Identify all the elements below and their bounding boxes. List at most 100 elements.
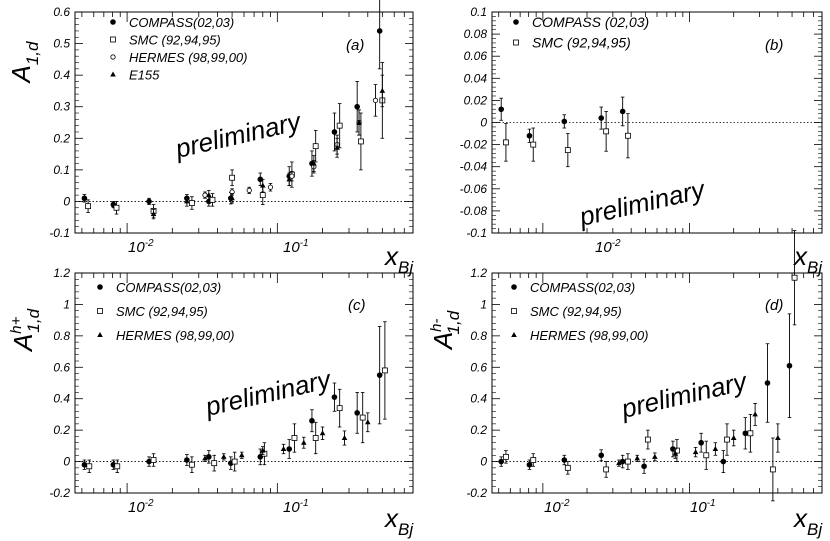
data-point: [598, 452, 605, 459]
data-point: [259, 192, 266, 199]
x-tick-base: 10: [128, 239, 145, 256]
y-tick-label: 0.2: [53, 131, 70, 145]
data-point: [184, 198, 190, 204]
data-point: [189, 200, 195, 206]
y-axis-label-main: A: [428, 332, 458, 351]
data-point: [206, 454, 212, 460]
data-point: [280, 446, 287, 451]
preliminary-watermark: preliminary: [172, 106, 306, 165]
data-point: [184, 457, 190, 463]
preliminary-watermark: preliminary: [618, 366, 752, 425]
y-tick-label: 0.8: [53, 329, 70, 343]
data-point: [376, 28, 383, 34]
data-point: [229, 195, 235, 201]
x-axis-label-main: x: [792, 241, 808, 271]
panel-label: (c): [348, 297, 366, 314]
data-point: [211, 460, 218, 467]
y-tick-label: 0: [63, 455, 70, 469]
legend-marker: [110, 19, 116, 25]
preliminary-watermark: preliminary: [202, 364, 336, 423]
y-tick-label: 0.3: [53, 100, 70, 114]
y-axis-label-sub: 1,d: [23, 41, 42, 65]
data-point: [231, 458, 238, 465]
legend-marker: [110, 71, 116, 77]
y-tick-label: -0.06: [460, 182, 488, 196]
data-point: [730, 435, 737, 440]
legend-label: COMPASS(02,03): [530, 280, 635, 295]
series-0: [498, 96, 626, 143]
legend-marker: [511, 284, 517, 290]
x-tick-exponent: -1: [300, 498, 309, 509]
panel-a: -0.100.10.20.30.40.50.610-2 10-1COMPASS(0…: [6, 0, 414, 277]
data-point: [742, 430, 749, 437]
data-point: [229, 174, 236, 181]
data-point: [625, 458, 631, 465]
data-point: [619, 108, 626, 115]
data-point: [289, 173, 295, 179]
legend-marker: [97, 284, 103, 290]
x-tick-label: 10-2: [595, 238, 621, 256]
y-tick-label: 0.1: [53, 163, 70, 177]
x-tick-exponent: -2: [145, 238, 154, 249]
data-point: [220, 453, 227, 459]
x-tick-base: 10: [128, 499, 145, 516]
data-point: [259, 182, 266, 188]
data-point: [114, 463, 121, 470]
data-point: [720, 458, 727, 465]
data-point: [775, 435, 781, 440]
y-tick-label: 1: [63, 297, 70, 311]
data-point: [530, 457, 537, 463]
y-tick-label: 0.04: [464, 71, 488, 85]
panel-label: (a): [346, 37, 364, 54]
y-axis-label-sub: 1,d: [444, 310, 463, 334]
data-point: [286, 446, 293, 452]
data-point: [146, 458, 152, 465]
y-axis-label-sup: h-: [428, 318, 445, 331]
data-point: [379, 87, 386, 93]
x-axis-label: xBj: [792, 503, 823, 539]
y-tick-label: 0.4: [470, 392, 487, 406]
legend-label: SMC (92,94,95): [129, 33, 221, 48]
series-2: [202, 412, 371, 462]
legend-marker: [513, 19, 519, 25]
legend-label: HERMES (98,99,00): [129, 50, 248, 65]
data-point: [530, 141, 537, 148]
data-point: [752, 411, 758, 417]
data-point: [356, 119, 362, 125]
x-tick-label: 10-2: [128, 238, 154, 256]
data-point: [673, 447, 680, 454]
data-point: [334, 144, 340, 150]
data-point: [336, 122, 343, 129]
series-3: [150, 74, 386, 220]
series-0: [498, 313, 793, 474]
data-point: [331, 394, 338, 400]
data-point: [641, 463, 647, 470]
x-tick-exponent: -2: [561, 498, 570, 509]
data-point: [267, 184, 274, 190]
data-point: [257, 176, 264, 183]
y-tick-label: 0.6: [470, 360, 487, 374]
data-point: [309, 417, 315, 424]
y-tick-label: -0.2: [49, 486, 70, 500]
y-tick-label: -0.1: [466, 226, 487, 240]
legend-marker: [97, 308, 103, 314]
data-point: [564, 147, 571, 154]
legend: COMPASS(02,03) SMC (92,94,95) HERMES (98,9…: [97, 280, 235, 343]
y-tick-label: 0.2: [470, 423, 487, 437]
legend-label: SMC (92,94,95): [530, 304, 622, 319]
data-point: [698, 439, 704, 446]
data-point: [672, 450, 679, 456]
data-point: [336, 405, 343, 412]
legend-label: SMC (92,94,95): [532, 35, 631, 51]
y-tick-label: 0.1: [470, 5, 487, 19]
data-point: [634, 455, 641, 461]
y-tick-label: 0.4: [53, 392, 70, 406]
data-point: [311, 160, 317, 166]
data-point: [526, 132, 533, 139]
data-point: [291, 435, 298, 441]
data-point: [625, 132, 631, 139]
x-tick-exponent: -1: [707, 498, 716, 509]
panel-label: (b): [765, 37, 783, 54]
legend-label: HERMES (98,99,00): [530, 328, 649, 343]
x-axis-label-main: x: [792, 503, 808, 533]
